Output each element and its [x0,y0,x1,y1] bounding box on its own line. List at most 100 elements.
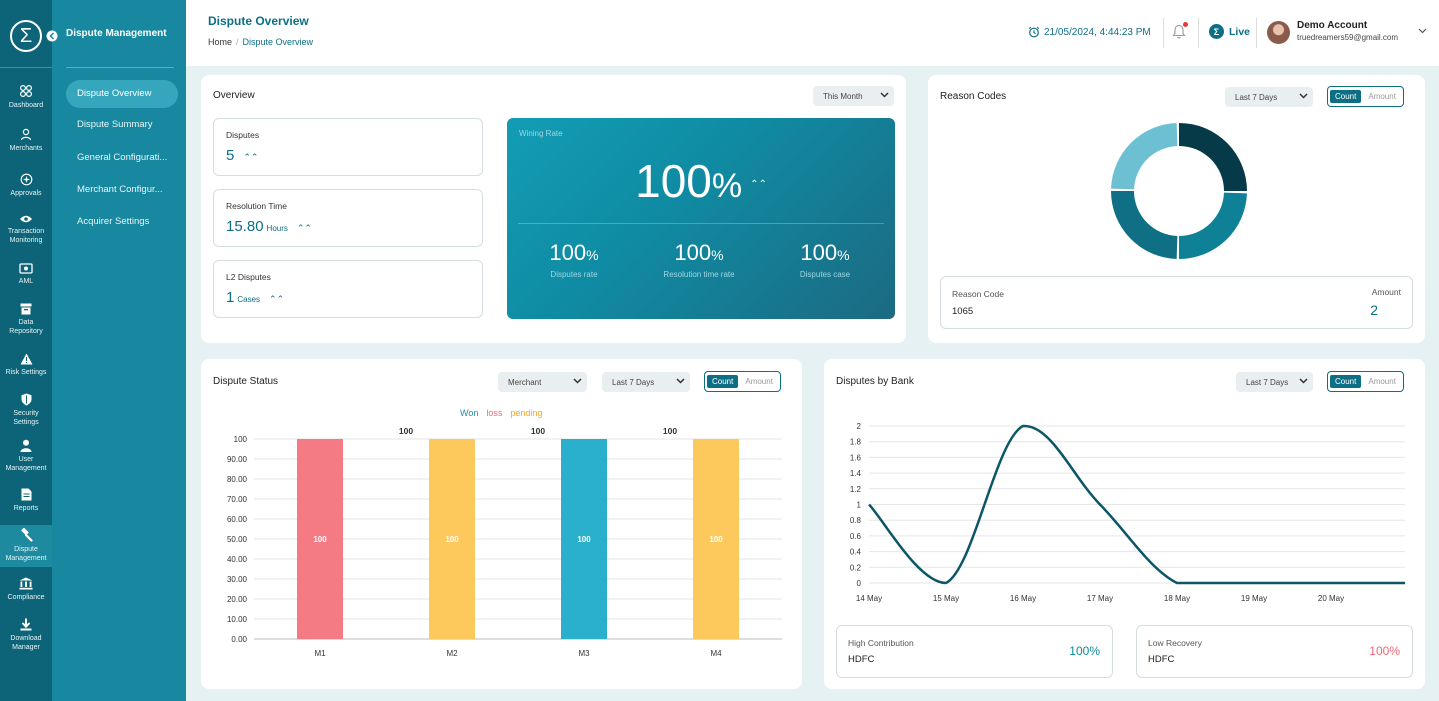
rail-item-data-repository[interactable]: Data Repository [0,303,52,336]
chevron-down-icon [1299,378,1308,384]
rail-item-merchants[interactable]: Merchants [0,128,52,153]
legend-pending[interactable]: pending [510,408,543,418]
rail-item-reports[interactable]: Reports [0,488,52,513]
notification-bell-icon[interactable] [1172,22,1188,45]
x-tick-label: M3 [578,649,590,658]
datetime-display: 21/05/2024, 4:44:23 PM [1028,26,1151,38]
rail-item-transaction-monitoring[interactable]: Transaction Monitoring [0,214,52,245]
x-tick-label: 16 May [1010,594,1036,603]
donut-segment[interactable] [1111,123,1178,190]
rail-item-dashboard[interactable]: Dashboard [0,84,52,110]
subnav-item-dispute-summary[interactable]: Dispute Summary [77,119,153,130]
account-name[interactable]: Demo Account [1297,20,1368,31]
eye-icon [0,214,52,224]
rail-item-label: Compliance [7,594,45,601]
amount-toggle[interactable]: Amount [1368,377,1396,386]
disputes-by-bank-period-select[interactable]: Last 7 Days [1236,372,1313,392]
disputes-value: 5 [226,147,235,164]
dispute-status-card: Dispute Status Merchant Last 7 Days Coun… [201,359,802,689]
bar-m4[interactable] [693,439,739,639]
bar-top-label: 100 [399,426,413,436]
chevron-down-icon[interactable] [1418,28,1427,34]
y-tick-label: 0.00 [231,635,247,644]
low-recovery-value: 100% [1369,644,1400,658]
x-tick-label: 19 May [1241,594,1267,603]
dispute-status-period-select[interactable]: Last 7 Days [602,372,690,392]
avatar[interactable] [1267,21,1290,44]
disputes-case-value: 100 [800,240,838,265]
count-toggle[interactable]: Count [707,375,739,388]
rail-item-approvals[interactable]: Approvals [0,173,52,198]
y-tick-label: 2 [857,422,862,431]
header-divider [1163,18,1164,48]
rail-item-label: Data Repository [9,319,43,335]
y-tick-label: 1.6 [850,453,862,462]
rail-item-label: Dispute Management [5,546,47,562]
disputes-rate-label: Disputes rate [550,270,598,279]
reason-codes-period-value: Last 7 Days [1235,92,1278,102]
icon-rail: Σ Dashboard Merchants Approvals Transaction… [0,0,52,701]
shield-icon [0,393,52,406]
low-recovery-bank: HDFC [1148,654,1175,665]
high-contribution-bank: HDFC [848,654,875,665]
rail-item-aml[interactable]: AML [0,263,52,286]
subnav-divider [66,67,174,68]
high-contribution-value: 100% [1069,644,1100,658]
subnav-item-dispute-overview[interactable]: Dispute Overview [66,80,178,108]
chevron-down-icon [1299,93,1308,99]
rail-item-risk-settings[interactable]: Risk Settings [0,353,52,377]
header-divider [1198,18,1199,48]
x-tick-label: M4 [710,649,722,658]
merchant-filter-select[interactable]: Merchant [498,372,587,392]
live-indicator[interactable]: Σ Live [1209,24,1250,39]
legend-loss[interactable]: loss [486,408,503,418]
rail-item-security-settings[interactable]: Security Settings [0,393,52,427]
subnav-item-merchant-configuration[interactable]: Merchant Configur... [77,184,163,195]
legend-won[interactable]: Won [460,408,479,418]
rail-item-dispute-management[interactable]: Dispute Management [0,525,52,567]
reason-codes-count-amount-toggle: Count Amount [1327,86,1404,107]
chevron-down-icon [573,378,582,384]
amount-toggle[interactable]: Amount [745,377,773,386]
donut-segment[interactable] [1179,123,1247,191]
rail-item-compliance[interactable]: Compliance [0,577,52,602]
donut-segment[interactable] [1179,192,1247,259]
l2-disputes-value: 1 [226,289,235,306]
y-tick-label: 1 [857,501,862,510]
rail-item-download-manager[interactable]: Download Manager [0,618,52,652]
subnav-item-general-configuration[interactable]: General Configurati... [77,152,168,163]
count-toggle[interactable]: Count [1330,90,1362,103]
donut-segment[interactable] [1111,191,1178,259]
chevron-down-icon [880,92,889,98]
resolution-time-label: Resolution Time [226,201,287,211]
x-tick-label: M1 [314,649,326,658]
subnav-item-acquirer-settings[interactable]: Acquirer Settings [77,216,150,227]
sigma-logo-icon[interactable]: Σ [10,20,42,52]
amount-toggle[interactable]: Amount [1368,92,1396,101]
bar-m1[interactable] [297,439,343,639]
line-series[interactable] [868,424,1405,585]
count-toggle[interactable]: Count [1330,375,1362,388]
bar-m2[interactable] [429,439,475,639]
breadcrumb-home[interactable]: Home [208,37,233,47]
disputes-rate-percent: % [586,247,599,263]
x-tick-label: 15 May [933,594,959,603]
disputes-by-bank-count-amount-toggle: Count Amount [1327,371,1404,392]
user-icon [0,439,52,452]
l2-disputes-label: L2 Disputes [226,272,271,282]
l2-disputes-stat: L2 Disputes 1 Cases ⌃⌃ [213,260,483,318]
bar-m3[interactable] [561,439,607,639]
rail-item-user-management[interactable]: User Management [0,439,52,473]
collapse-arrow-icon[interactable] [46,30,58,42]
double-chevron-up-icon: ⌃⌃ [243,152,259,162]
reason-codes-period-select[interactable]: Last 7 Days [1225,87,1313,107]
datetime-text: 21/05/2024, 4:44:23 PM [1044,26,1151,38]
x-tick-label: 17 May [1087,594,1113,603]
bar-value-label: 100 [709,535,723,544]
rail-item-label: Transaction Monitoring [7,228,45,244]
y-tick-label: 50.00 [227,535,248,544]
overview-period-select[interactable]: This Month [813,86,894,106]
rail-item-label: Reports [13,505,39,512]
y-tick-label: 1.8 [850,438,862,447]
rail-item-label: Security Settings [13,410,39,426]
